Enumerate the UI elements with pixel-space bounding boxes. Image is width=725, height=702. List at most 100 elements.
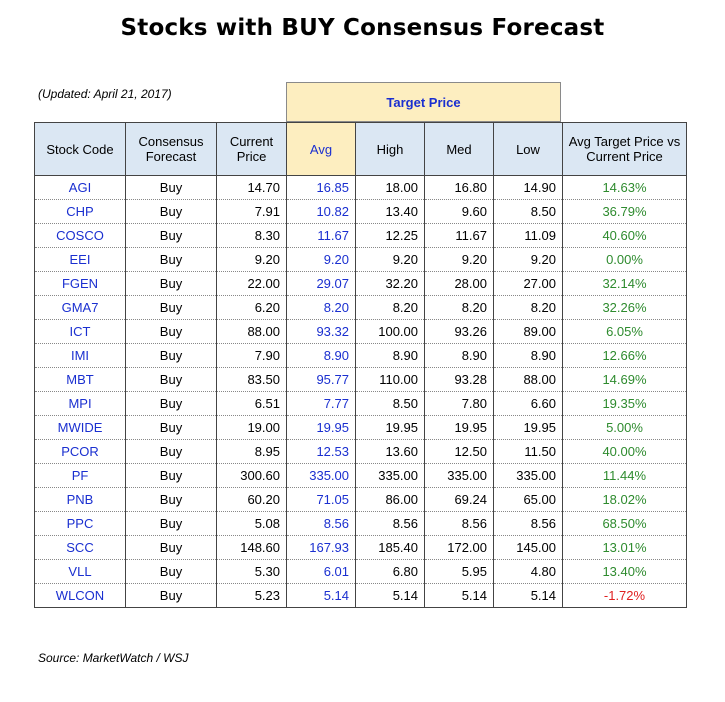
avg-target-cell: 7.77 xyxy=(286,391,356,416)
upside-pct-cell: 19.35% xyxy=(562,391,687,416)
header-high: High xyxy=(355,122,425,176)
current-price-cell: 5.30 xyxy=(216,559,287,584)
med-target-cell: 12.50 xyxy=(424,439,494,464)
stock-code-cell[interactable]: WLCON xyxy=(34,583,126,608)
high-target-cell: 13.40 xyxy=(355,199,425,224)
stock-code-cell[interactable]: PF xyxy=(34,463,126,488)
current-price-cell: 7.91 xyxy=(216,199,287,224)
high-target-cell: 8.20 xyxy=(355,295,425,320)
stock-code-cell[interactable]: AGI xyxy=(34,175,126,200)
header-low: Low xyxy=(493,122,563,176)
table-row: FGEN Buy 22.00 29.07 32.20 28.00 27.00 32.14% xyxy=(34,271,687,296)
high-target-cell: 12.25 xyxy=(355,223,425,248)
current-price-cell: 14.70 xyxy=(216,175,287,200)
upside-pct-cell: -1.72% xyxy=(562,583,687,608)
stock-code-cell[interactable]: PCOR xyxy=(34,439,126,464)
upside-pct-cell: 36.79% xyxy=(562,199,687,224)
med-target-cell: 69.24 xyxy=(424,487,494,512)
current-price-cell: 88.00 xyxy=(216,319,287,344)
header-avg-vs-current: Avg Target Price vs Current Price xyxy=(562,122,687,176)
consensus-cell: Buy xyxy=(125,175,217,200)
header-consensus-label: Consensus Forecast xyxy=(138,134,204,164)
current-price-cell: 5.23 xyxy=(216,583,287,608)
med-target-cell: 172.00 xyxy=(424,535,494,560)
header-avg-vs-current-label: Avg Target Price vs Current Price xyxy=(568,134,681,164)
header-stock-code: Stock Code xyxy=(34,122,126,176)
stock-code-cell[interactable]: ICT xyxy=(34,319,126,344)
upside-pct-cell: 6.05% xyxy=(562,319,687,344)
stock-code-cell[interactable]: PNB xyxy=(34,487,126,512)
high-target-cell: 8.90 xyxy=(355,343,425,368)
low-target-cell: 8.20 xyxy=(493,295,563,320)
consensus-cell: Buy xyxy=(125,583,217,608)
stock-code-cell[interactable]: FGEN xyxy=(34,271,126,296)
avg-target-cell: 335.00 xyxy=(286,463,356,488)
avg-target-cell: 29.07 xyxy=(286,271,356,296)
stock-code-cell[interactable]: EEI xyxy=(34,247,126,272)
avg-target-cell: 71.05 xyxy=(286,487,356,512)
avg-target-cell: 11.67 xyxy=(286,223,356,248)
low-target-cell: 6.60 xyxy=(493,391,563,416)
stock-code-cell[interactable]: VLL xyxy=(34,559,126,584)
med-target-cell: 11.67 xyxy=(424,223,494,248)
med-target-cell: 5.95 xyxy=(424,559,494,584)
upside-pct-cell: 14.69% xyxy=(562,367,687,392)
current-price-cell: 5.08 xyxy=(216,511,287,536)
high-target-cell: 6.80 xyxy=(355,559,425,584)
consensus-cell: Buy xyxy=(125,343,217,368)
low-target-cell: 89.00 xyxy=(493,319,563,344)
stock-code-cell[interactable]: IMI xyxy=(34,343,126,368)
upside-pct-cell: 18.02% xyxy=(562,487,687,512)
low-target-cell: 4.80 xyxy=(493,559,563,584)
header-current-price-label: Current Price xyxy=(229,134,274,164)
table-row: PPC Buy 5.08 8.56 8.56 8.56 8.56 68.50% xyxy=(34,511,687,536)
upside-pct-cell: 40.00% xyxy=(562,439,687,464)
table-row: PCOR Buy 8.95 12.53 13.60 12.50 11.50 40.00% xyxy=(34,439,687,464)
high-target-cell: 185.40 xyxy=(355,535,425,560)
stock-code-cell[interactable]: GMA7 xyxy=(34,295,126,320)
upside-pct-cell: 11.44% xyxy=(562,463,687,488)
header-consensus: Consensus Forecast xyxy=(125,122,217,176)
consensus-cell: Buy xyxy=(125,463,217,488)
consensus-cell: Buy xyxy=(125,199,217,224)
current-price-cell: 6.51 xyxy=(216,391,287,416)
stock-code-cell[interactable]: COSCO xyxy=(34,223,126,248)
current-price-cell: 60.20 xyxy=(216,487,287,512)
consensus-cell: Buy xyxy=(125,559,217,584)
med-target-cell: 9.20 xyxy=(424,247,494,272)
current-price-cell: 8.95 xyxy=(216,439,287,464)
med-target-cell: 93.26 xyxy=(424,319,494,344)
stock-code-cell[interactable]: MBT xyxy=(34,367,126,392)
header-avg: Avg xyxy=(286,122,356,176)
stock-code-cell[interactable]: CHP xyxy=(34,199,126,224)
avg-target-cell: 9.20 xyxy=(286,247,356,272)
high-target-cell: 100.00 xyxy=(355,319,425,344)
table-row: CHP Buy 7.91 10.82 13.40 9.60 8.50 36.79% xyxy=(34,199,687,224)
low-target-cell: 8.90 xyxy=(493,343,563,368)
consensus-cell: Buy xyxy=(125,391,217,416)
table-row: WLCON Buy 5.23 5.14 5.14 5.14 5.14 -1.72% xyxy=(34,583,687,608)
consensus-cell: Buy xyxy=(125,367,217,392)
avg-target-cell: 8.20 xyxy=(286,295,356,320)
med-target-cell: 9.60 xyxy=(424,199,494,224)
stock-code-cell[interactable]: PPC xyxy=(34,511,126,536)
stocks-table: Stock Code Consensus Forecast Current Pr… xyxy=(34,122,687,608)
table-row: PNB Buy 60.20 71.05 86.00 69.24 65.00 18.02% xyxy=(34,487,687,512)
consensus-cell: Buy xyxy=(125,223,217,248)
current-price-cell: 6.20 xyxy=(216,295,287,320)
stock-code-cell[interactable]: SCC xyxy=(34,535,126,560)
stock-code-cell[interactable]: MPI xyxy=(34,391,126,416)
avg-target-cell: 8.56 xyxy=(286,511,356,536)
upside-pct-cell: 32.26% xyxy=(562,295,687,320)
low-target-cell: 8.56 xyxy=(493,511,563,536)
stock-code-cell[interactable]: MWIDE xyxy=(34,415,126,440)
consensus-cell: Buy xyxy=(125,247,217,272)
high-target-cell: 18.00 xyxy=(355,175,425,200)
low-target-cell: 14.90 xyxy=(493,175,563,200)
high-target-cell: 32.20 xyxy=(355,271,425,296)
high-target-cell: 9.20 xyxy=(355,247,425,272)
avg-target-cell: 95.77 xyxy=(286,367,356,392)
updated-date: (Updated: April 21, 2017) xyxy=(38,87,172,101)
low-target-cell: 145.00 xyxy=(493,535,563,560)
current-price-cell: 8.30 xyxy=(216,223,287,248)
